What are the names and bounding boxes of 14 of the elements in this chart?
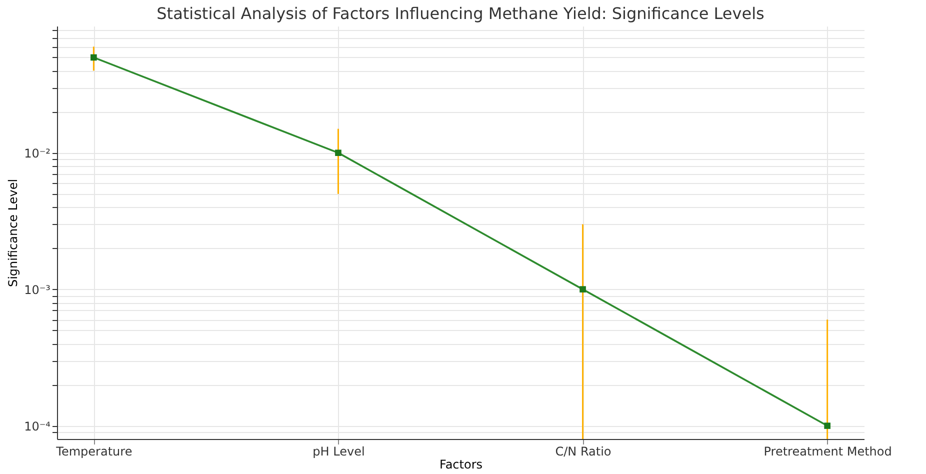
y-tick-label: 10⁻³ xyxy=(24,282,51,297)
point xyxy=(335,150,342,156)
y-tick-label: 10⁻² xyxy=(24,146,51,160)
point xyxy=(824,422,830,429)
x-tick-label: Temperature xyxy=(55,444,132,458)
point xyxy=(90,54,97,61)
x-tick-label: pH Level xyxy=(312,444,365,458)
x-axis-title: Factors xyxy=(440,458,482,472)
y-tick-label: 10⁻⁴ xyxy=(24,419,51,434)
x-tick-label: Pretreatment Method xyxy=(764,444,892,458)
chart-title: Statistical Analysis of Factors Influencing Methane Yield: Significance Levels xyxy=(156,4,764,23)
point xyxy=(580,286,586,292)
y-axis-title: Significance Level xyxy=(6,178,20,288)
x-tick-label: C/N Ratio xyxy=(555,444,612,458)
